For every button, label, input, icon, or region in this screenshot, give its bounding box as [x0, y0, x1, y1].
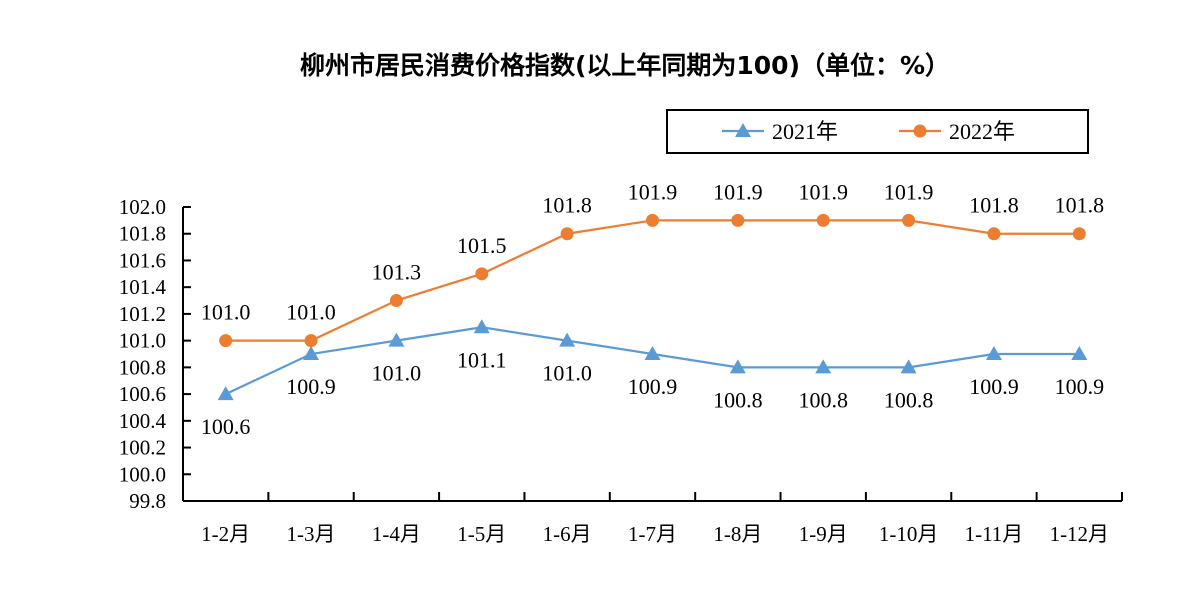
y-tick-label: 101.2	[119, 302, 166, 326]
data-point	[1071, 346, 1088, 360]
data-label: 101.0	[542, 361, 592, 386]
x-tick-label: 1-7月	[628, 522, 677, 546]
axes	[182, 207, 1122, 502]
data-labels: 100.6 100.9 101.0 101.1 101.0 100.9 100.8 100.8…	[201, 179, 1104, 439]
data-point	[815, 359, 832, 374]
data-label: 101.0	[286, 300, 336, 325]
data-point	[729, 359, 746, 374]
data-point	[219, 334, 233, 348]
data-point	[816, 213, 830, 227]
legend-item-2021年: 2021年	[722, 119, 838, 144]
data-label: 100.8	[798, 387, 848, 412]
y-tick-label: 101.4	[119, 275, 167, 299]
x-tick-label: 1-5月	[457, 522, 506, 546]
data-label: 101.0	[372, 361, 422, 386]
data-point	[473, 319, 490, 334]
data-label: 101.9	[628, 179, 678, 204]
y-tick-label: 101.0	[119, 329, 166, 353]
data-label: 101.3	[372, 260, 422, 285]
data-label: 101.8	[1055, 193, 1105, 218]
x-tick-label: 1-9月	[799, 522, 848, 546]
data-point	[560, 227, 574, 241]
data-point	[902, 213, 916, 227]
data-point	[1072, 227, 1086, 241]
legend-label: 2021年	[772, 119, 838, 144]
legend-marker	[913, 124, 927, 138]
data-point	[559, 332, 576, 347]
data-label: 100.9	[1055, 374, 1105, 399]
x-axis-ticks: 1-2月 1-3月 1-4月 1-5月 1-6月 1-7月 1-8月 1-9月 1-10月 1-1…	[201, 492, 1123, 546]
x-tick-label: 1-8月	[713, 522, 762, 546]
data-point	[303, 346, 320, 360]
y-tick-label: 99.8	[129, 489, 166, 513]
data-label: 101.1	[457, 347, 507, 372]
data-point	[646, 213, 659, 227]
x-tick-label: 1-3月	[287, 522, 336, 546]
y-tick-label: 100.6	[119, 382, 166, 406]
x-tick-label: 1-10月	[879, 522, 939, 546]
data-point	[475, 267, 489, 281]
data-point	[900, 359, 917, 374]
data-point	[217, 386, 234, 401]
legend-item-2022年: 2022年	[899, 119, 1015, 144]
data-label: 101.5	[457, 233, 507, 258]
y-tick-label: 100.8	[119, 355, 166, 379]
x-tick-label: 1-6月	[543, 522, 592, 546]
data-point	[985, 346, 1002, 360]
data-point	[987, 227, 1001, 241]
data-point	[644, 346, 661, 360]
y-tick-label: 100.0	[119, 462, 166, 486]
data-label: 100.9	[628, 374, 678, 399]
series-layer	[217, 213, 1088, 401]
data-label: 101.8	[969, 193, 1019, 218]
series-2021年	[217, 319, 1088, 401]
data-label: 101.9	[713, 179, 763, 204]
data-point	[389, 294, 403, 308]
x-tick-label: 1-2月	[201, 522, 250, 546]
data-label: 100.6	[201, 414, 251, 439]
y-tick-label: 102.0	[119, 195, 166, 219]
data-label: 101.8	[542, 193, 592, 218]
y-tick-label: 100.4	[119, 409, 167, 433]
data-label: 101.0	[201, 300, 251, 325]
data-label: 101.9	[798, 179, 848, 204]
series-line	[225, 219, 1080, 342]
data-label: 101.9	[884, 179, 934, 204]
legend: 2021年 2022年	[666, 109, 1089, 154]
x-tick-label: 1-12月	[1050, 522, 1110, 546]
x-tick-label: 1-11月	[965, 522, 1024, 546]
series-2022年	[219, 213, 1086, 348]
data-label: 100.9	[969, 374, 1019, 399]
data-point	[304, 334, 318, 348]
chart-title: 柳州市居民消费价格指数(以上年同期为100)（单位：%）	[300, 51, 950, 80]
y-tick-label: 101.6	[119, 248, 166, 272]
data-point	[388, 332, 405, 347]
x-tick-label: 1-4月	[372, 522, 421, 546]
data-point	[731, 213, 745, 227]
y-tick-label: 101.8	[119, 222, 166, 246]
legend-marker	[735, 123, 751, 137]
legend-label: 2022年	[949, 119, 1015, 144]
y-tick-label: 100.2	[119, 436, 166, 460]
data-label: 100.8	[713, 387, 763, 412]
data-label: 100.8	[884, 387, 934, 412]
data-label: 100.9	[286, 374, 336, 399]
